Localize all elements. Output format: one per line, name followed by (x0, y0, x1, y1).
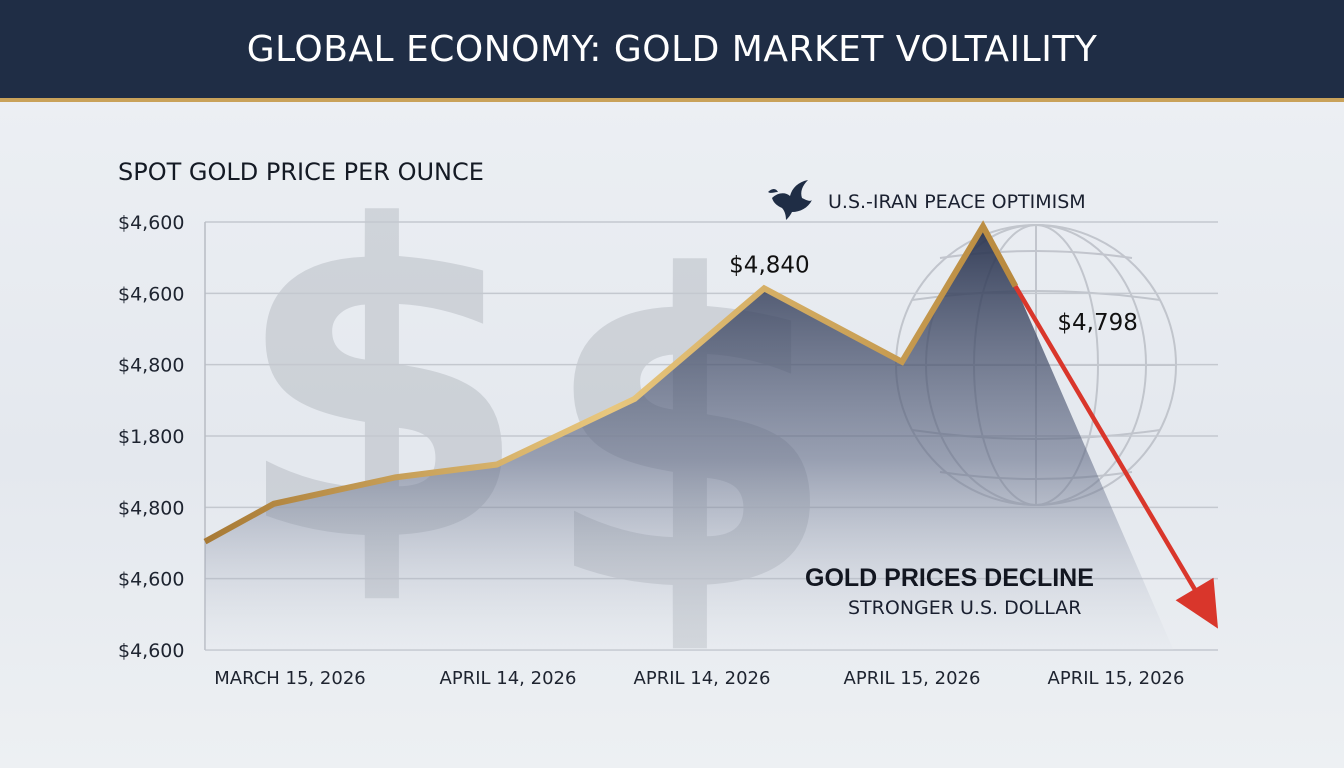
y-tick-label: $1,800 (118, 426, 184, 448)
price-area (205, 226, 1174, 650)
x-tick-label: APRIL 15, 2026 (844, 668, 981, 689)
x-tick-label: APRIL 14, 2026 (634, 668, 771, 689)
y-tick-label: $4,600 (118, 569, 184, 591)
header-bar: GLOBAL ECONOMY: GOLD MARKET VOLTAILITY (0, 0, 1344, 102)
price-line (203, 220, 1019, 545)
page-title: GLOBAL ECONOMY: GOLD MARKET VOLTAILITY (246, 28, 1098, 70)
y-tick-label: $4,600 (118, 640, 184, 662)
x-tick-label: APRIL 15, 2026 (1048, 668, 1185, 689)
x-tick-label: APRIL 14, 2026 (440, 668, 577, 689)
y-axis-ticks: $4,600 $4,600 $4,800 $1,800 $4,800 $4,600 $4,6… (118, 212, 184, 662)
y-tick-label: $4,800 (118, 497, 184, 519)
decline-subtitle: STRONGER U.S. DOLLAR (848, 597, 1081, 619)
x-axis-ticks: MARCH 15, 2026 APRIL 14, 2026 APRIL 14, 20… (214, 668, 1184, 689)
peak-event-annotation: U.S.-IRAN PEACE OPTIMISM (828, 191, 1086, 213)
y-tick-label: $4,600 (118, 212, 184, 234)
x-tick-label: MARCH 15, 2026 (214, 668, 365, 689)
y-tick-label: $4,800 (118, 355, 184, 377)
decline-arrow (1013, 285, 1202, 599)
decline-arrow-head (1175, 577, 1218, 629)
y-tick-label: $4,600 (118, 283, 184, 305)
chart-title: SPOT GOLD PRICE PER OUNCE (118, 158, 484, 186)
dove-icon (768, 180, 812, 220)
decline-title: GOLD PRICES DECLINE (805, 564, 1094, 592)
data-label-peak-1: $4,840 (729, 252, 809, 278)
data-label-peak-2: $4,798 (1057, 310, 1137, 336)
